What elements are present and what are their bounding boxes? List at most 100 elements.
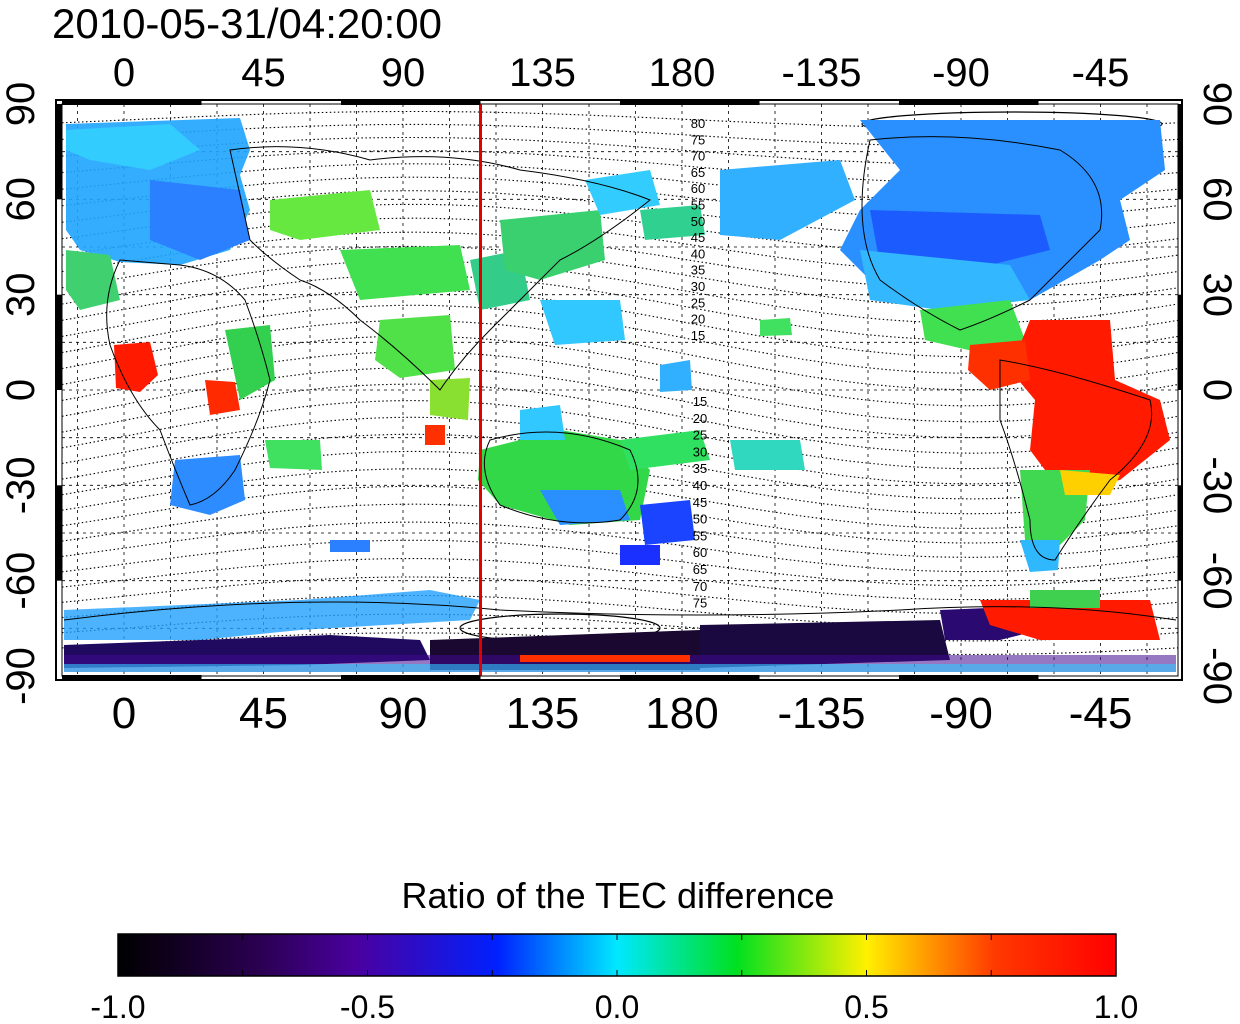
colorbar-ticks (242, 934, 992, 976)
x-tick-label-top: -135 (781, 51, 861, 95)
contour-label: 15 (691, 328, 705, 343)
colorbar-title: Ratio of the TEC difference (402, 875, 835, 916)
contour-label: 70 (693, 579, 707, 594)
y-tick-label-left: 60 (0, 177, 43, 222)
contour-label: 80 (691, 116, 705, 131)
x-tick-labels-top: 0 45 90 135 180 -135 -90 -45 (113, 51, 1130, 95)
contour-label: 40 (693, 478, 707, 493)
y-tick-label-right: 60 (1195, 177, 1239, 222)
contour-label: 75 (691, 132, 705, 147)
contour-label: 35 (691, 263, 705, 278)
x-tick-label-bottom: 180 (645, 689, 718, 738)
contour-label: 65 (693, 562, 707, 577)
tick-bar-top (341, 100, 481, 105)
coastlines (63, 136, 1177, 621)
contour-label: 40 (691, 246, 705, 261)
y-tick-label-left: -60 (0, 552, 43, 610)
y-tick-label-left: 30 (0, 272, 43, 317)
contour-line (62, 274, 1178, 341)
colorbar-tick-label: -0.5 (340, 989, 395, 1024)
contour-label: 25 (691, 295, 705, 310)
colorbar (117, 933, 1117, 977)
contour-label: 70 (691, 149, 705, 164)
y-tick-label-right: -60 (1195, 552, 1239, 610)
contour-label: 45 (691, 230, 705, 245)
colorbar-tick-label: -1.0 (90, 989, 145, 1024)
tick-bar-top (620, 100, 760, 105)
y-tick-label-left: -90 (0, 647, 43, 705)
contour-label: 20 (693, 411, 707, 426)
contour-label: 30 (693, 444, 707, 459)
tick-bar-left (57, 485, 62, 581)
x-tick-labels-bottom: 0 45 90 135 180 -135 -90 -45 (112, 689, 1133, 738)
tick-bar-bottom (341, 675, 481, 680)
contour-line (62, 289, 1178, 358)
tick-bar-bottom (620, 675, 760, 680)
contour-label: 60 (691, 181, 705, 196)
colorbar-tick-label: 0.0 (595, 989, 639, 1024)
tick-bar-left (57, 294, 62, 390)
contour-label: 50 (693, 512, 707, 527)
axis-tick-bars (57, 100, 1183, 680)
y-tick-label-left: 0 (0, 379, 43, 401)
contour-label: 65 (691, 165, 705, 180)
tick-bar-bottom (62, 675, 202, 680)
colorbar-tick-label: 1.0 (1094, 989, 1138, 1024)
tick-bar-top (62, 100, 202, 105)
y-tick-label-left: -30 (0, 456, 43, 514)
colorbar-tick-label: 0.5 (844, 989, 888, 1024)
tick-bar-right (1178, 294, 1183, 390)
colorbar-tick-labels: -1.0 -0.5 0.0 0.5 1.0 (90, 989, 1138, 1024)
contour-line (62, 521, 1178, 573)
contour-line (62, 450, 1178, 515)
y-tick-label-left: 90 (0, 82, 43, 127)
x-tick-label-top: 90 (381, 51, 426, 95)
tick-bar-bottom (899, 675, 1039, 680)
x-tick-label-top: 135 (509, 51, 576, 95)
x-tick-label-bottom: -45 (1069, 689, 1133, 738)
contour-line (62, 468, 1178, 529)
contour-label: 30 (691, 279, 705, 294)
x-tick-label-top: 45 (241, 51, 286, 95)
contour-label: 45 (693, 495, 707, 510)
y-tick-labels-left: 90 60 30 0 -30 -60 -90 (0, 82, 43, 705)
tec-data-patches (64, 118, 1176, 672)
contour-label: 50 (691, 214, 705, 229)
contour-line (62, 557, 1178, 601)
contour-label: 55 (693, 528, 707, 543)
x-tick-label-top: -90 (932, 51, 990, 95)
tick-bar-right (1178, 485, 1183, 581)
x-tick-label-bottom: 135 (506, 689, 579, 738)
y-tick-label-right: 30 (1195, 272, 1239, 317)
contour-label: 35 (693, 461, 707, 476)
map-grid (62, 104, 1178, 676)
y-tick-label-right: 90 (1195, 82, 1239, 127)
y-tick-labels-right: 90 60 30 0 -30 -60 -90 (1195, 82, 1239, 705)
contour-label: 20 (691, 312, 705, 327)
contour-line (62, 203, 1178, 255)
y-tick-label-right: -90 (1195, 647, 1239, 705)
y-tick-label-right: 0 (1195, 379, 1239, 401)
x-tick-label-bottom: 0 (112, 689, 136, 738)
contour-line (62, 400, 1178, 470)
x-tick-label-top: -45 (1072, 51, 1130, 95)
tick-bar-right (1178, 104, 1183, 200)
y-tick-label-right: -30 (1195, 456, 1239, 514)
tick-bar-left (57, 104, 62, 200)
contour-line (62, 383, 1178, 454)
contour-label: 15 (693, 394, 707, 409)
contour-line (62, 416, 1178, 485)
contour-label: 75 (693, 596, 707, 611)
x-tick-label-bottom: -135 (777, 689, 865, 738)
x-tick-label-bottom: 90 (379, 689, 428, 738)
contour-label: 60 (693, 545, 707, 560)
contour-line (62, 304, 1178, 374)
contour-label: 55 (691, 198, 705, 213)
x-tick-label-top: 180 (649, 51, 716, 95)
contour-line (62, 485, 1178, 544)
x-tick-label-top: 0 (113, 51, 135, 95)
x-tick-label-bottom: -90 (929, 689, 993, 738)
